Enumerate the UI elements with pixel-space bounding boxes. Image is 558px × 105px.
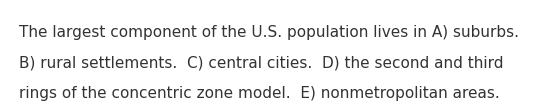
Text: rings of the concentric zone model.  E) nonmetropolitan areas.: rings of the concentric zone model. E) n…	[20, 86, 500, 101]
Text: The largest component of the U.S. population lives in A) suburbs.: The largest component of the U.S. popula…	[20, 25, 519, 40]
Text: B) rural settlements.  C) central cities.  D) the second and third: B) rural settlements. C) central cities.…	[20, 56, 504, 71]
